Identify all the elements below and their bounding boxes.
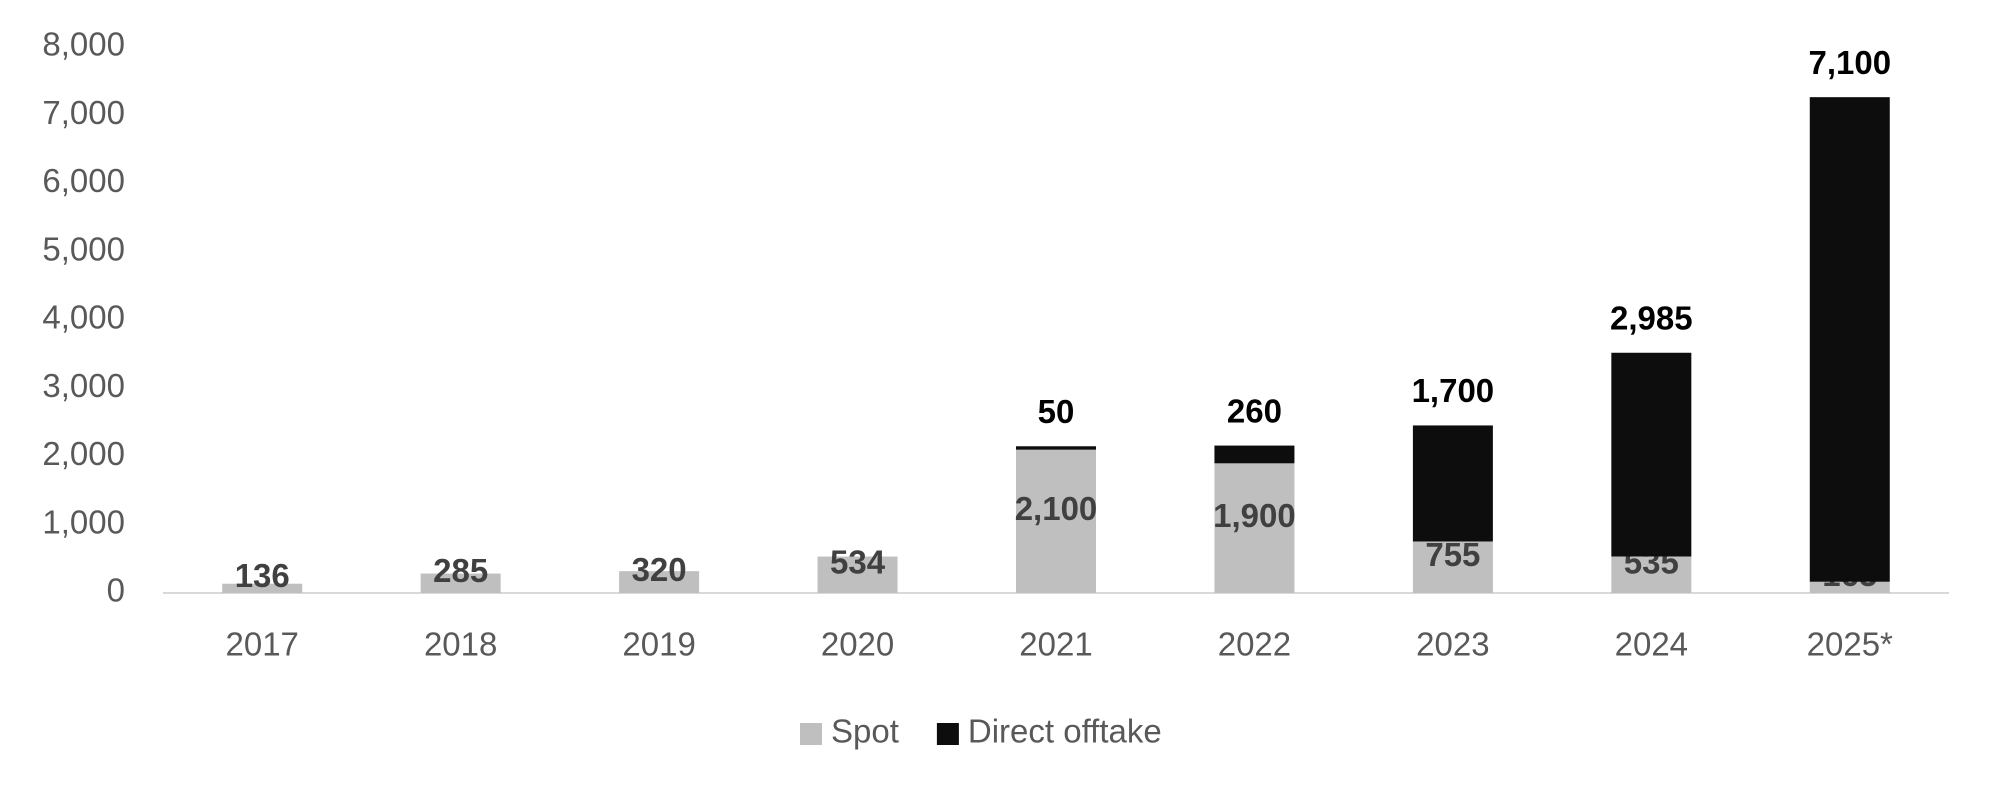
y-tick-label: 8,000: [42, 26, 125, 63]
y-tick-label: 2,000: [42, 435, 125, 472]
legend-label: Spot: [831, 713, 899, 750]
data-label: 2,985: [1610, 299, 1693, 336]
y-tick-label: 6,000: [42, 162, 125, 199]
x-tick-label: 2020: [821, 626, 894, 663]
y-tick-label: 4,000: [42, 299, 125, 336]
data-label: 755: [1425, 536, 1480, 573]
data-label: 260: [1227, 392, 1282, 429]
bar-segment: [1611, 352, 1692, 557]
bar-segment: [222, 583, 303, 593]
x-tick-label: 2017: [226, 626, 299, 663]
bar-segment: [420, 573, 501, 593]
data-label: 1,900: [1213, 497, 1296, 534]
x-tick-label: 2018: [424, 626, 497, 663]
data-label: 285: [433, 552, 488, 589]
x-tick-label: 2023: [1416, 626, 1489, 663]
bar-segment: [1412, 425, 1493, 542]
x-tick-label: 2024: [1615, 626, 1688, 663]
bar-segment: [1016, 449, 1096, 593]
y-tick-label: 3,000: [42, 367, 125, 404]
data-label: 7,100: [1808, 44, 1891, 81]
x-tick-label: 2025*: [1807, 626, 1893, 663]
y-tick-label: 7,000: [42, 94, 125, 131]
y-tick-label: 0: [107, 572, 125, 609]
legend-label: Direct offtake: [968, 713, 1162, 750]
data-label: 50: [1038, 393, 1075, 430]
x-tick-label: 2021: [1019, 626, 1092, 663]
bar-segment: [1016, 446, 1096, 450]
bar-segment: [1214, 445, 1295, 464]
data-label: 136: [235, 557, 290, 594]
bar-segment: [817, 556, 898, 593]
bar-segment: [619, 571, 700, 593]
x-tick-label: 2019: [622, 626, 695, 663]
bar-segment: [1611, 556, 1692, 593]
bar-segment: [1809, 97, 1890, 582]
bar-segment: [1412, 541, 1493, 593]
y-tick-label: 5,000: [42, 230, 125, 267]
legend-swatch: [936, 723, 959, 745]
bar-segment: [1809, 581, 1890, 593]
data-label: 2,100: [1015, 490, 1098, 527]
x-tick-label: 2022: [1218, 626, 1291, 663]
data-label: 320: [632, 551, 687, 588]
bar-segment: [1214, 463, 1295, 593]
legend-swatch: [800, 723, 822, 745]
data-label: 1,700: [1412, 372, 1495, 409]
y-tick-label: 1,000: [42, 503, 125, 540]
data-label: 534: [830, 543, 886, 580]
